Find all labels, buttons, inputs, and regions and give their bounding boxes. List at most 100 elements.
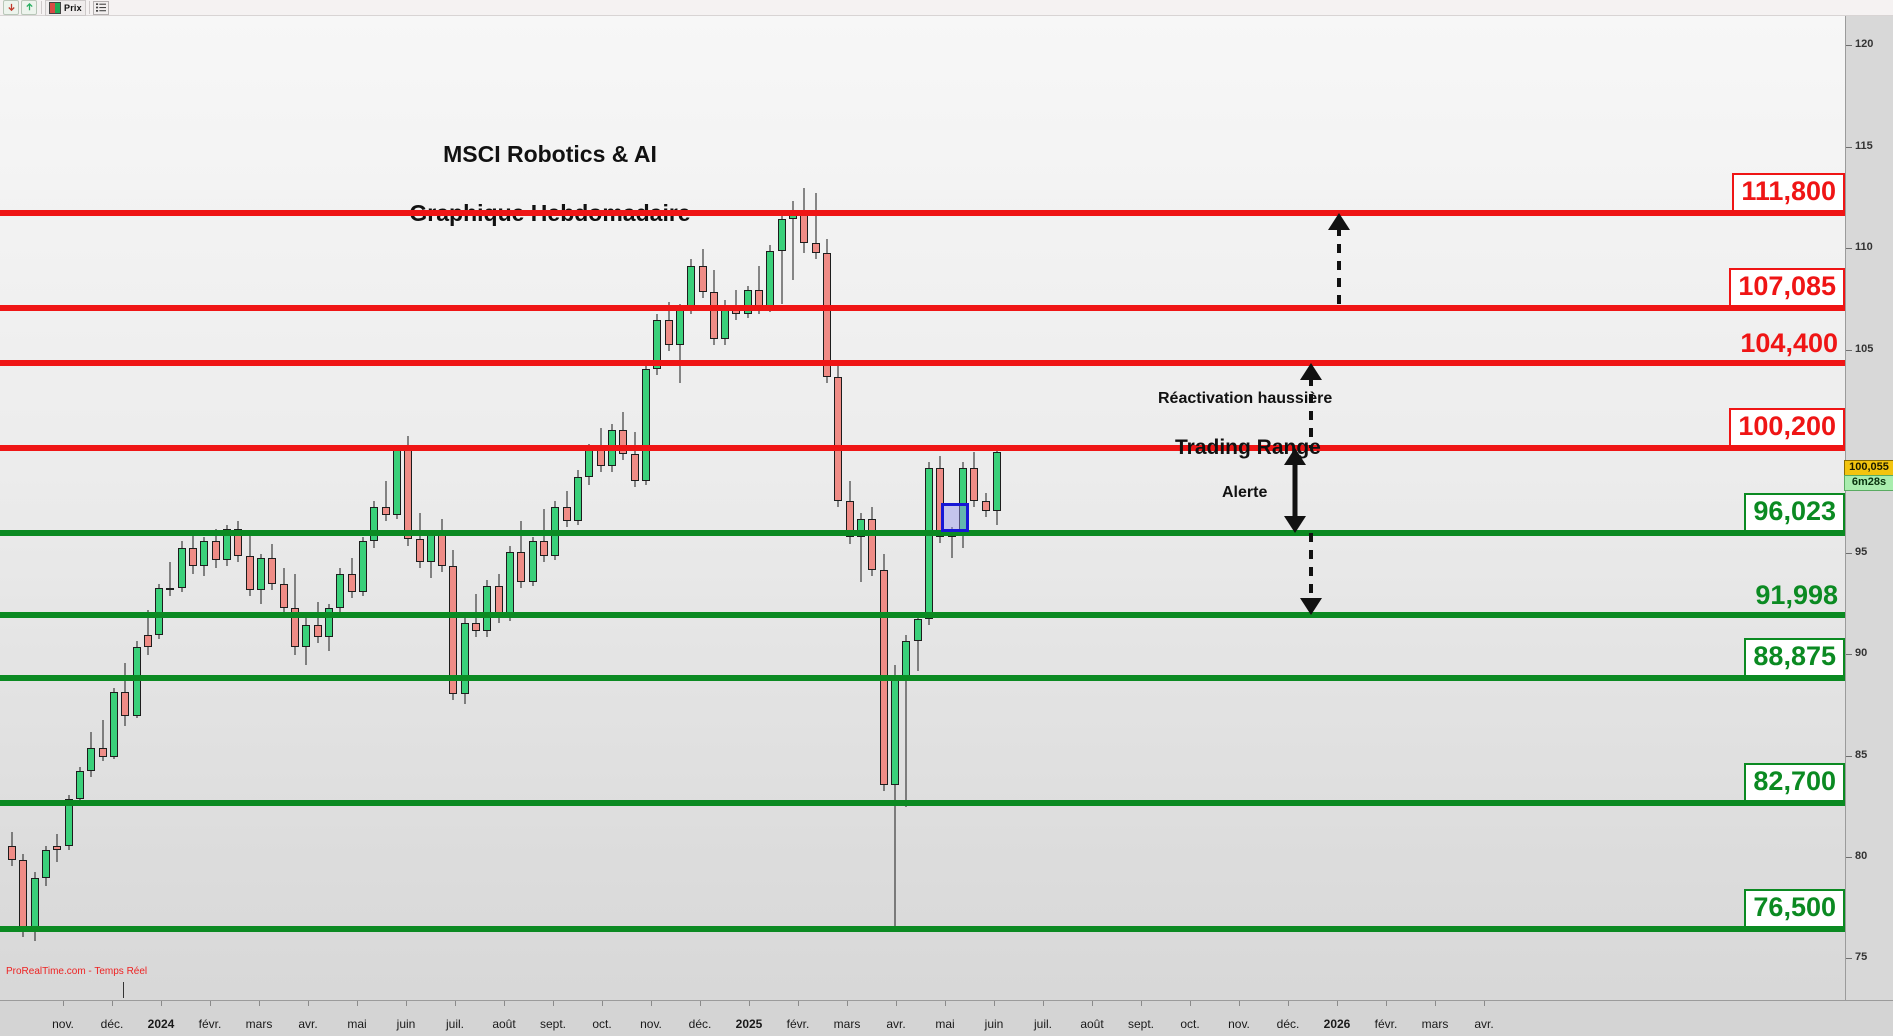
candle-body-bullish xyxy=(902,640,911,678)
candle-body-bearish xyxy=(823,253,832,378)
candlestick-bar xyxy=(245,535,254,597)
candle-body-bullish xyxy=(75,770,84,800)
date-axis[interactable]: nov. déc. 2024 févr. mars avr. mai juin juil. aoû… xyxy=(0,1000,1893,1036)
candle-body-bullish xyxy=(177,547,186,589)
tick-mark xyxy=(1846,146,1852,148)
level-label-96023[interactable]: 96,023 xyxy=(1744,492,1845,532)
candle-body-bearish xyxy=(166,588,175,591)
support-line-76500[interactable] xyxy=(0,925,1845,932)
chart-plot-area[interactable]: MSCI Robotics & AI Graphique Hebdomadair… xyxy=(0,16,1845,1000)
tick-mark xyxy=(112,1001,113,1006)
candle-body-bullish xyxy=(743,289,752,315)
tick-label: 2024 xyxy=(147,1017,175,1031)
candlestick-bar xyxy=(834,360,843,507)
tick-mark xyxy=(700,1001,701,1006)
zoom-in-button[interactable] xyxy=(21,0,37,15)
indicator-list-icon[interactable] xyxy=(92,0,109,15)
resistance-line-107085[interactable] xyxy=(0,305,1845,312)
candlestick-bar xyxy=(619,411,628,461)
price-series-chip[interactable]: Prix xyxy=(45,0,86,16)
candlestick-bar xyxy=(155,584,164,639)
tick-mark xyxy=(1846,248,1852,250)
zoom-out-button[interactable] xyxy=(3,0,19,15)
tick-label: déc. xyxy=(100,1017,124,1031)
candle-wick xyxy=(815,192,817,260)
candle-body-bullish xyxy=(109,691,118,757)
tick-label: avr. xyxy=(298,1017,318,1031)
tick-label: nov. xyxy=(640,1017,662,1031)
level-label-104400[interactable]: 104,400 xyxy=(1740,327,1838,358)
crosshair-tick xyxy=(123,982,124,998)
candle-body-bearish xyxy=(664,320,673,345)
tick-label: déc. xyxy=(1276,1017,1300,1031)
candle-body-bearish xyxy=(472,622,481,631)
tick-mark xyxy=(1092,1001,1093,1006)
candle-body-bullish xyxy=(87,748,96,771)
candle-wick xyxy=(385,480,387,522)
price-axis[interactable]: 120 115 110 105 95 90 85 80 75 100,055 6m28s xyxy=(1844,16,1893,1000)
candlestick-bar xyxy=(200,537,209,576)
support-line-91998[interactable] xyxy=(0,611,1845,618)
candlestick-bar xyxy=(460,616,469,704)
tick-mark xyxy=(896,1001,897,1006)
level-label-100200[interactable]: 100,200 xyxy=(1729,408,1845,448)
candlestick-bar xyxy=(177,541,186,593)
candle-body-bearish xyxy=(347,573,356,593)
candle-body-bullish xyxy=(392,450,401,516)
candlestick-bar xyxy=(630,431,639,487)
tick-mark xyxy=(1435,1001,1436,1006)
tick-mark xyxy=(1239,1001,1240,1006)
resistance-line-104400[interactable] xyxy=(0,359,1845,366)
arrow-head-up xyxy=(1300,362,1322,380)
tick-mark xyxy=(994,1001,995,1006)
tick-label: juil. xyxy=(1033,1017,1053,1031)
candle-body-bearish xyxy=(517,551,526,583)
candle-body-bullish xyxy=(585,450,594,477)
toolbar-left-group: Prix xyxy=(2,0,109,16)
candle-body-bearish xyxy=(121,691,130,716)
candle-body-bearish xyxy=(709,291,718,339)
candle-body-bearish xyxy=(834,377,843,501)
candle-body-bearish xyxy=(211,541,220,560)
tick-label: 80 xyxy=(1855,849,1868,862)
candle-wick xyxy=(781,212,783,305)
selection-marker[interactable] xyxy=(941,503,969,532)
candlestick-bar xyxy=(19,853,28,938)
candlestick-bar xyxy=(268,543,277,591)
candle-body-bearish xyxy=(438,535,447,566)
tick-label: août xyxy=(492,1017,516,1031)
level-label-91998[interactable]: 91,998 xyxy=(1755,579,1838,610)
candle-body-bullish xyxy=(41,849,50,879)
candlestick-bar xyxy=(109,687,118,759)
candlestick-bar xyxy=(426,531,435,578)
arrow-stem xyxy=(1292,462,1298,519)
candle-body-bullish xyxy=(302,624,311,647)
candlestick-bar xyxy=(653,314,662,376)
level-label-107085[interactable]: 107,085 xyxy=(1729,268,1845,308)
level-label-88875[interactable]: 88,875 xyxy=(1744,637,1845,677)
level-label-76500[interactable]: 76,500 xyxy=(1744,888,1845,928)
candle-body-bullish xyxy=(924,468,933,619)
arrow-stem xyxy=(1309,376,1313,449)
support-line-96023[interactable] xyxy=(0,529,1845,536)
candle-wick xyxy=(894,665,896,929)
tick-label: 115 xyxy=(1855,139,1873,152)
support-line-88875[interactable] xyxy=(0,674,1845,681)
candle-wick xyxy=(905,634,907,808)
tick-label: févr. xyxy=(198,1017,222,1031)
candle-body-bearish xyxy=(404,450,413,540)
tick-label: oct. xyxy=(1180,1017,1200,1031)
level-label-82700[interactable]: 82,700 xyxy=(1744,763,1845,803)
level-label-111800[interactable]: 111,800 xyxy=(1732,172,1845,212)
resistance-line-111800[interactable] xyxy=(0,209,1845,216)
resistance-line-100200[interactable] xyxy=(0,445,1845,452)
support-line-82700[interactable] xyxy=(0,800,1845,807)
tick-mark xyxy=(308,1001,309,1006)
candle-body-bullish xyxy=(64,799,73,846)
candlestick-bar xyxy=(675,304,684,384)
tick-mark xyxy=(1141,1001,1142,1006)
candle-body-bearish xyxy=(970,468,979,501)
candlestick-bar xyxy=(449,549,458,700)
tick-mark xyxy=(1846,552,1852,554)
